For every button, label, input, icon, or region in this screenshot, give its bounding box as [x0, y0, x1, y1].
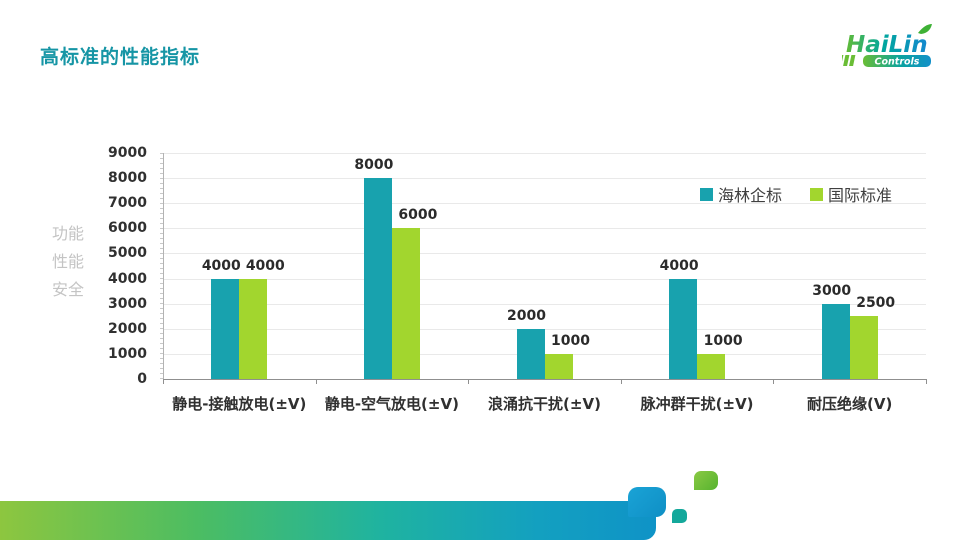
deco-square-blue: [628, 487, 666, 517]
bar-value-label-s1-c2: 1000: [551, 332, 590, 349]
y-tick-label-5000: 5000: [108, 245, 147, 262]
x-axis-tick-0: [163, 379, 164, 384]
gridline-4000: [163, 278, 926, 280]
x-axis-tick-1: [315, 379, 317, 384]
x-axis-tick-5: [926, 379, 927, 384]
bar-value-label-s0-c3: 4000: [659, 257, 699, 274]
logo-wordmark: HaiLin: [846, 32, 928, 58]
legend-item-0: 海林企标: [700, 182, 782, 206]
hailin-logo-graphic: HaiLin Controls: [837, 24, 932, 68]
legend-swatch-0: [700, 187, 713, 201]
bar-s0-c4: [821, 303, 850, 379]
bar-value-label-s1-c1: 6000: [398, 207, 438, 224]
hailin-logo: HaiLin Controls: [837, 24, 934, 70]
gridline-5000: [163, 253, 926, 255]
bar-s1-c2: [544, 353, 573, 379]
category-label-4: 耐压绝缘(V): [807, 395, 893, 413]
bar-value-label-s0-c1: 8000: [354, 157, 394, 174]
bar-s0-c2: [516, 328, 545, 379]
gridline-7000: [163, 203, 926, 205]
legend-label-0: 海林企标: [718, 186, 783, 205]
x-axis-tick-4: [773, 379, 775, 384]
gridline-2000: [163, 328, 926, 330]
bar-s1-c1: [391, 228, 420, 379]
category-label-1: 静电-空气放电(±V): [324, 395, 459, 413]
logo-subtitle: Controls: [875, 57, 920, 68]
logo-controls-bar: [863, 55, 931, 67]
y-tick-label-2000: 2000: [108, 320, 147, 337]
y-tick-label-9000: 9000: [108, 145, 147, 161]
bar-value-label-s0-c4: 3000: [812, 282, 852, 299]
bar-s0-c1: [363, 178, 392, 379]
side-label-0: 功能: [52, 224, 85, 243]
legend-item-1: 国际标准: [810, 182, 892, 206]
bar-s0-c0: [211, 278, 240, 379]
category-label-0: 静电-接触放电(±V): [172, 395, 307, 413]
side-labels: 功能 性能 安全: [52, 220, 84, 304]
bar-value-label-s0-c0: 4000: [201, 257, 241, 274]
bar-s1-c4: [849, 316, 878, 379]
x-axis-tick-3: [620, 379, 622, 384]
legend-label-1: 国际标准: [828, 186, 893, 205]
gridline-3000: [163, 303, 926, 305]
legend-swatch-1: [810, 187, 824, 201]
deco-square-teal: [672, 509, 687, 523]
gridline-8000: [163, 178, 926, 180]
y-tick-label-4000: 4000: [108, 270, 147, 287]
y-tick-label-0: 0: [137, 371, 147, 387]
bar-s0-c3: [669, 278, 698, 379]
deco-square-green: [694, 471, 718, 490]
page-title: 高标准的性能指标: [40, 46, 201, 68]
bar-value-label-s1-c0: 4000: [245, 257, 285, 274]
y-tick-label-8000: 8000: [108, 170, 147, 187]
bar-s1-c0: [239, 278, 268, 379]
bar-s1-c3: [697, 353, 726, 379]
y-tick-label-1000: 1000: [108, 345, 147, 362]
y-tick-label-3000: 3000: [108, 295, 147, 312]
bottom-gradient-bar: [0, 501, 656, 540]
x-axis-tick-2: [468, 379, 470, 384]
chart-legend: 海林企标 国际标准: [700, 182, 892, 206]
bar-value-label-s1-c3: 1000: [703, 332, 743, 349]
side-label-1: 性能: [52, 252, 85, 271]
bar-chart: 0 1000 2000 3000 4000 5000 6000 7000 8000 9000 静电-…: [108, 145, 927, 413]
gridline-9000: [163, 153, 926, 154]
x-axis-line: [163, 379, 926, 380]
category-label-2: 浪涌抗干扰(±V): [488, 395, 601, 413]
side-label-2: 安全: [52, 280, 85, 299]
bar-value-label-s1-c4: 2500: [856, 295, 896, 312]
y-tick-label-6000: 6000: [108, 220, 147, 237]
gridline-6000: [163, 228, 926, 230]
y-axis-line: [160, 153, 164, 379]
y-tick-label-7000: 7000: [108, 195, 147, 212]
category-label-3: 脉冲群干扰(±V): [640, 395, 754, 413]
leaf-icon: [918, 24, 932, 34]
bar-value-label-s0-c2: 2000: [507, 307, 546, 324]
